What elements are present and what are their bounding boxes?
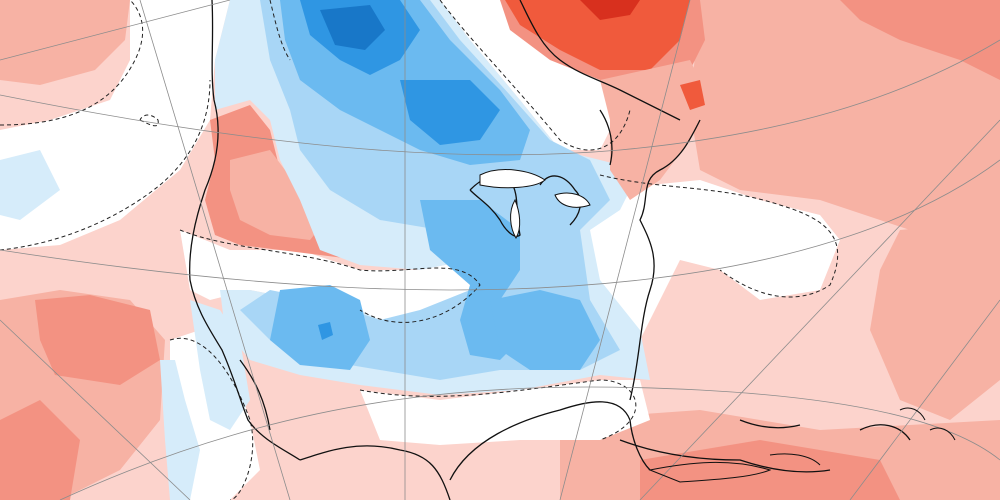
western-warm-anomaly-core [230, 150, 330, 240]
hot-anomaly-quebec [500, 0, 710, 200]
great-lakes [479, 169, 591, 239]
zero-contour [0, 0, 839, 500]
caribbean-islands [648, 407, 956, 483]
coastlines [189, 0, 911, 500]
